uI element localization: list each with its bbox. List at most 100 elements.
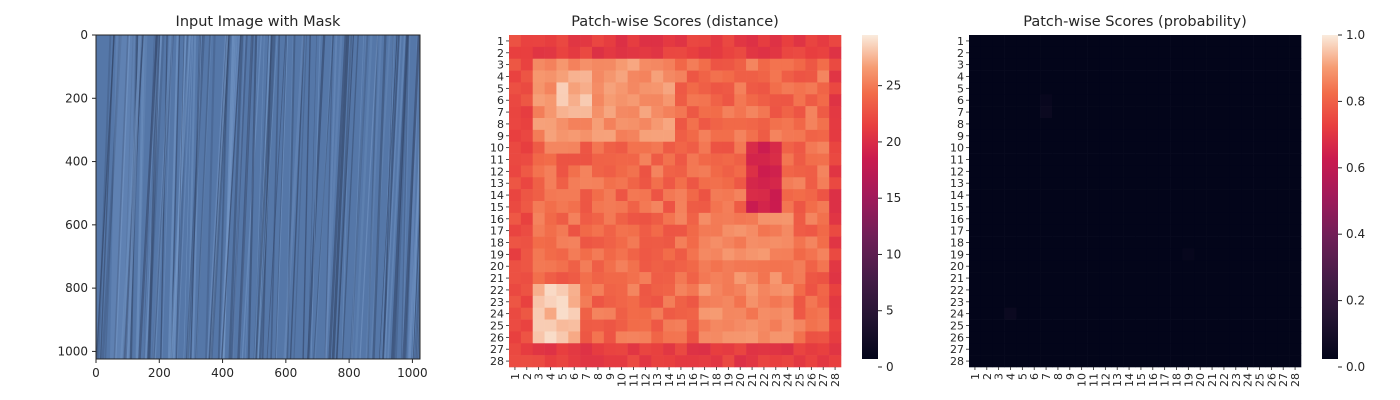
heatmap-cell (758, 272, 771, 285)
image-streak (385, 35, 395, 359)
heatmap-cell (615, 319, 628, 332)
heatmap-cell (758, 189, 771, 202)
heatmap-cell (1016, 141, 1029, 154)
heatmap-cell (1063, 319, 1077, 332)
heatmap-cell (722, 248, 735, 261)
heatmap-cell (829, 106, 842, 119)
heatmap-cell (1206, 295, 1219, 309)
heatmap-cell (1075, 177, 1088, 190)
heatmap-cell (1158, 236, 1171, 249)
heatmap-cell (509, 46, 522, 60)
heatmap-cell (1218, 201, 1231, 214)
heatmap-cell (1016, 236, 1029, 249)
heatmap-cell (1135, 319, 1148, 332)
x-tick-label: 0 (92, 366, 100, 380)
heatmap-cell (793, 58, 806, 71)
heatmap-cell (1111, 82, 1124, 95)
heatmap-cell (1170, 331, 1183, 344)
heatmap-cell (1123, 153, 1136, 166)
heatmap-cell (1218, 212, 1231, 226)
heatmap-cell (639, 295, 652, 309)
heatmap-cell (710, 212, 723, 226)
heatmap-cell (663, 272, 676, 285)
heatmap-cell (1265, 236, 1278, 249)
image-streak (160, 35, 168, 359)
heatmap-cell (1194, 295, 1207, 309)
heatmap-cell (1194, 355, 1207, 368)
heatmap-cell (603, 248, 617, 261)
heatmap-cell (1087, 331, 1100, 344)
heatmap-cell (1206, 106, 1219, 119)
col-label: 3 (533, 373, 546, 380)
heatmap-cell (1052, 248, 1065, 261)
heatmap-cell (734, 307, 747, 320)
row-label: 8 (497, 118, 504, 131)
heatmap-cell (520, 307, 534, 320)
distance-colorbar (862, 35, 878, 359)
heatmap-cell (1075, 70, 1088, 83)
heatmap-cell (1241, 46, 1254, 60)
heatmap-cell (980, 153, 994, 166)
heatmap-cell (829, 35, 842, 48)
heatmap-cell (556, 58, 569, 71)
heatmap-cell (980, 212, 994, 226)
heatmap-cell (746, 307, 759, 320)
heatmap-cell (686, 189, 700, 202)
heatmap-cell (1111, 58, 1124, 71)
image-streak (314, 35, 333, 359)
heatmap-cell (509, 307, 522, 320)
heatmap-cell (992, 118, 1005, 131)
heatmap-cell (817, 82, 830, 95)
heatmap-cell (1052, 260, 1065, 273)
heatmap-cell (1146, 94, 1160, 107)
x-tick-label: 800 (338, 366, 361, 380)
heatmap-cell (1206, 307, 1219, 320)
row-label: 7 (957, 106, 964, 119)
heatmap-cell (532, 212, 545, 226)
heatmap-cell (805, 224, 818, 237)
heatmap-cell (1123, 82, 1136, 95)
heatmap-cell (651, 248, 664, 261)
heatmap-cell (829, 165, 842, 178)
heatmap-cell (781, 319, 794, 332)
heatmap-cell (675, 141, 688, 154)
heatmap-cell (520, 118, 534, 131)
row-label: 19 (490, 248, 504, 261)
heatmap-cell (651, 260, 664, 273)
heatmap-cell (1004, 165, 1017, 178)
heatmap-cell (1170, 201, 1183, 214)
image-streak (230, 35, 248, 359)
heatmap-cell (1289, 141, 1302, 154)
heatmap-cell (1146, 201, 1160, 214)
heatmap-cell (769, 82, 783, 95)
heatmap-cell (1146, 212, 1160, 226)
heatmap-cell (1099, 272, 1112, 285)
heatmap-cell (568, 153, 581, 166)
heatmap-cell (1194, 236, 1207, 249)
heatmap-cell (580, 307, 593, 320)
image-streak (354, 35, 373, 359)
heatmap-cell (746, 201, 759, 214)
heatmap-cell (1182, 35, 1195, 48)
heatmap-cell (1241, 260, 1254, 273)
heatmap-cell (615, 284, 628, 297)
heatmap-cell (734, 94, 747, 107)
heatmap-cell (758, 70, 771, 83)
heatmap-cell (603, 319, 617, 332)
heatmap-cell (1229, 94, 1243, 107)
heatmap-cell (1229, 153, 1243, 166)
heatmap-cell (1099, 355, 1112, 368)
heatmap-cell (1206, 94, 1219, 107)
heatmap-cell (969, 129, 982, 143)
row-label: 17 (490, 225, 504, 238)
heatmap-cell (734, 236, 747, 249)
heatmap-cell (520, 165, 534, 178)
heatmap-cell (1170, 295, 1183, 309)
heatmap-cell (793, 260, 806, 273)
heatmap-cell (1016, 82, 1029, 95)
heatmap-cell (651, 284, 664, 297)
heatmap-cell (1075, 224, 1088, 237)
heatmap-cell (1075, 201, 1088, 214)
heatmap-cell (520, 248, 534, 261)
heatmap-cell (544, 70, 557, 83)
